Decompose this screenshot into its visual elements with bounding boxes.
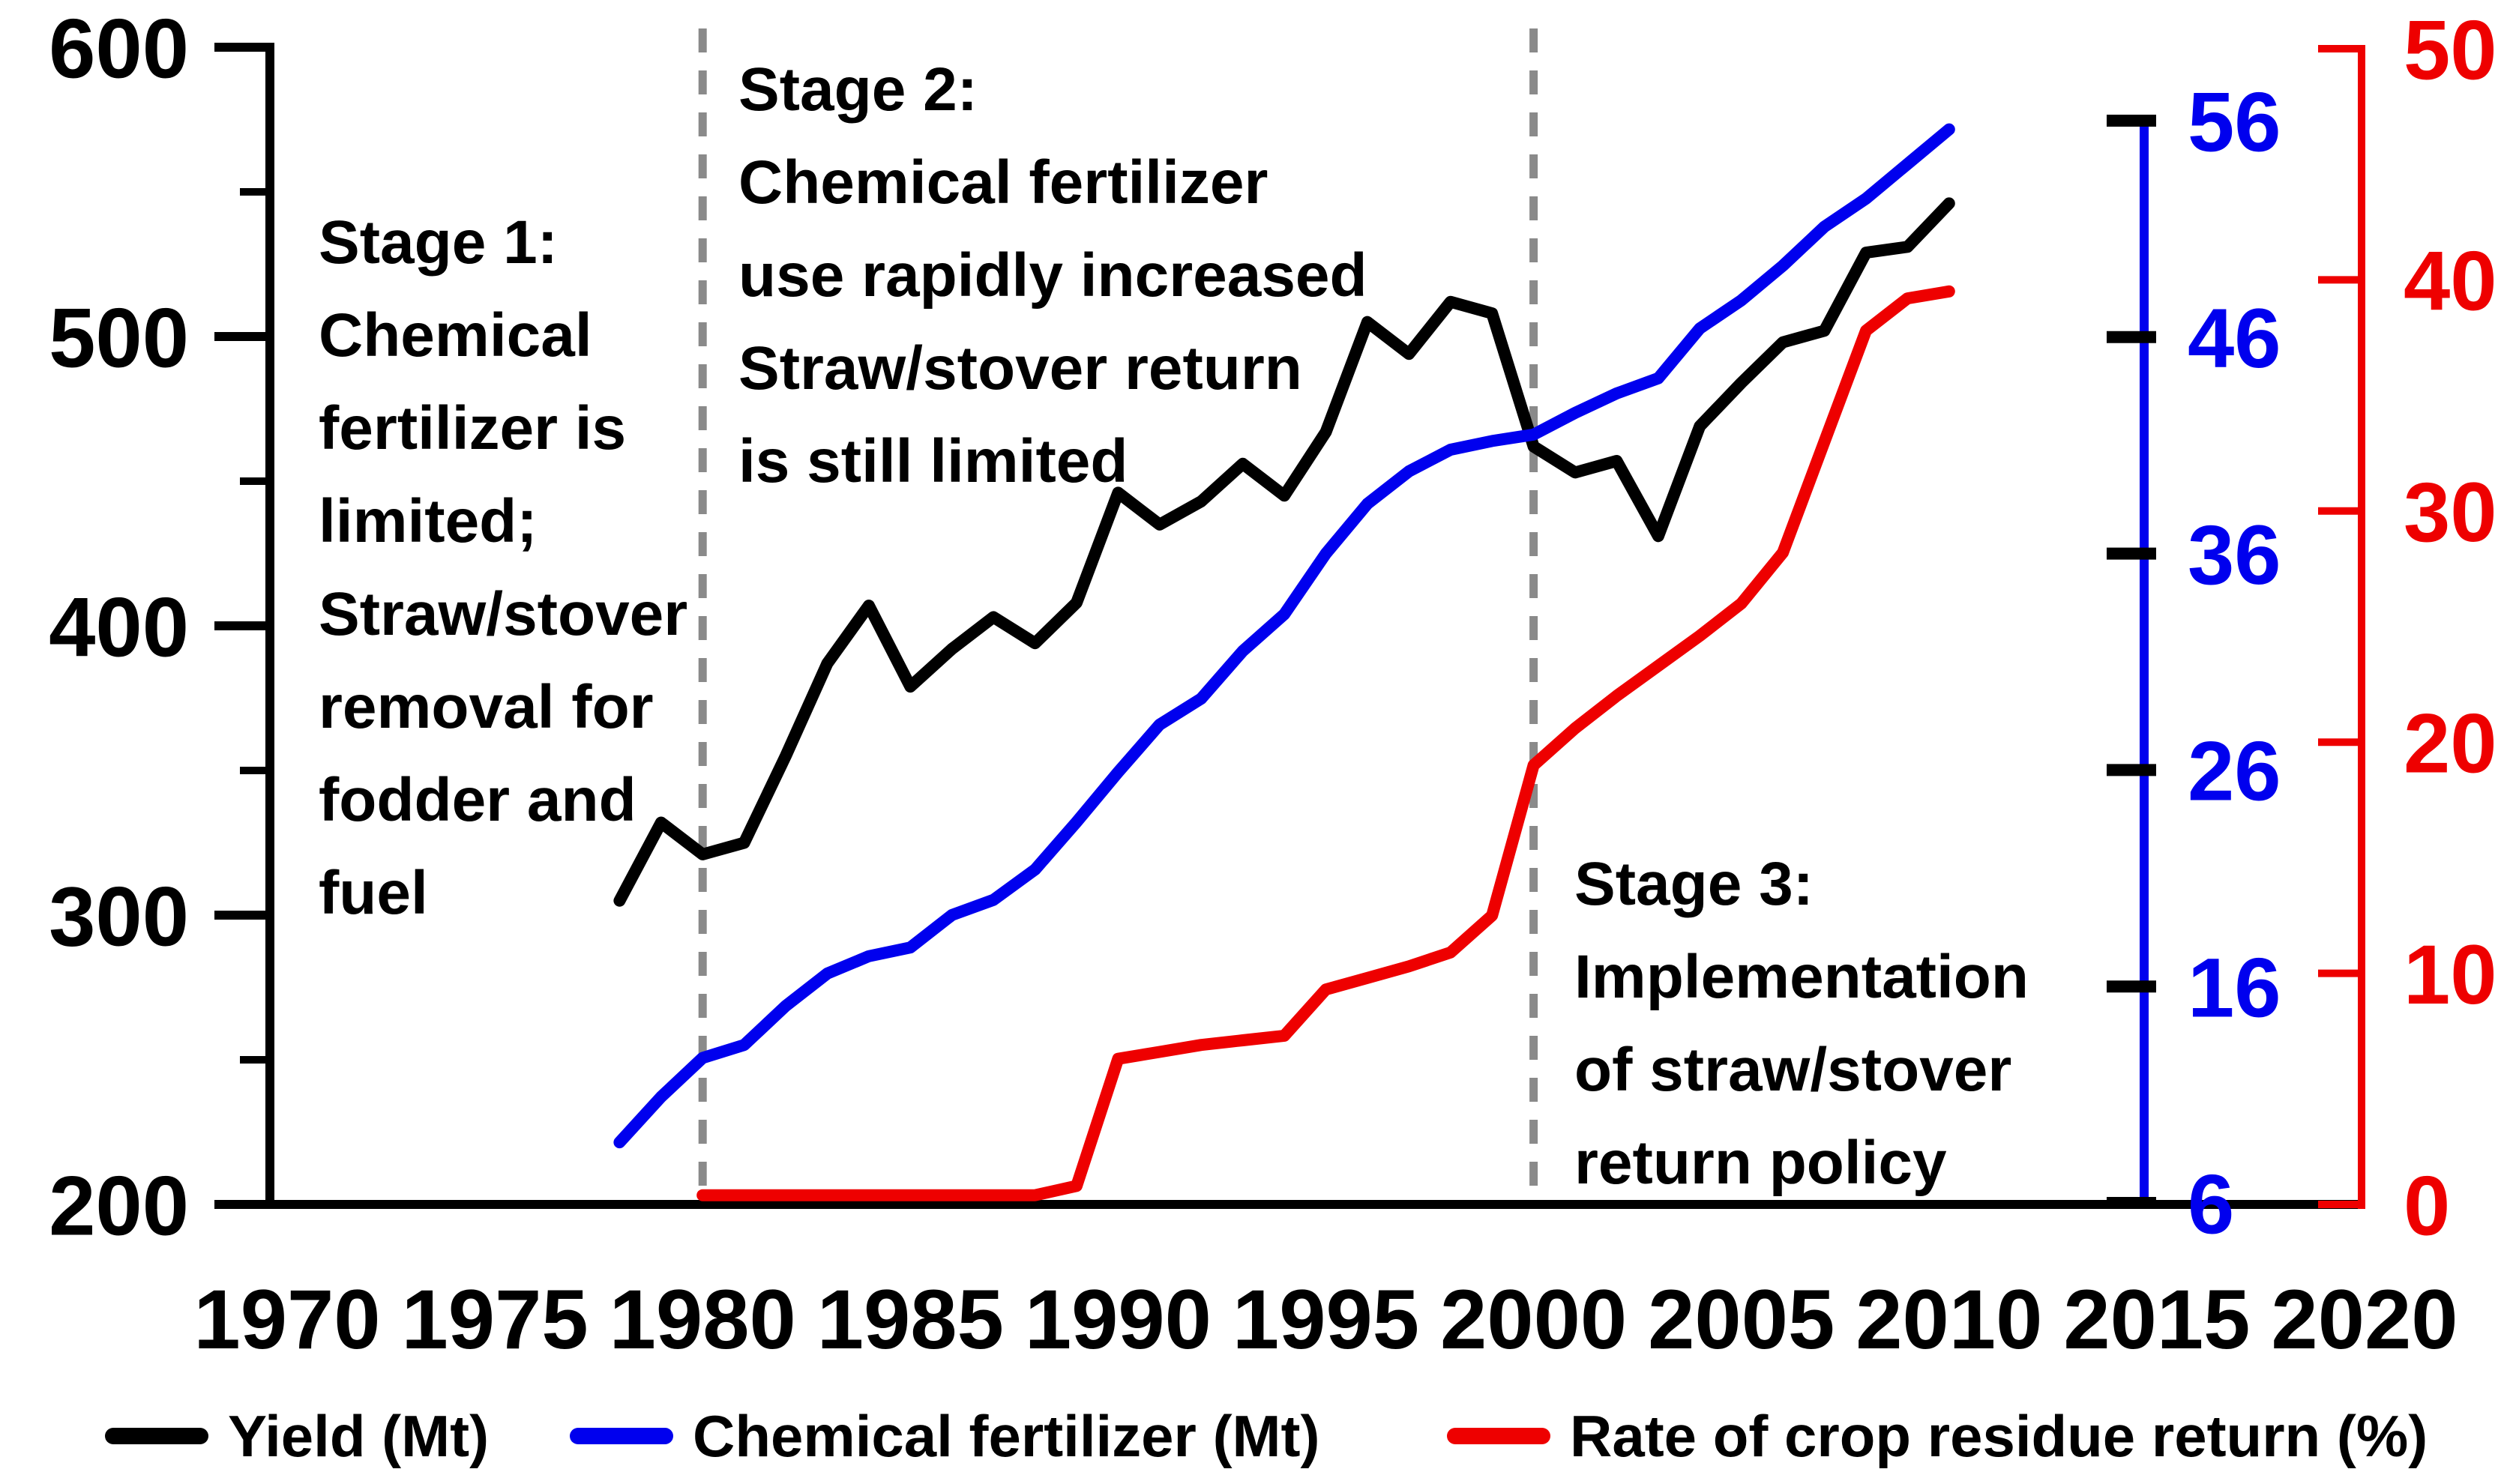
residue-return-line-swatch	[1447, 1428, 1550, 1444]
stage3-line: return policy	[1574, 1129, 1947, 1197]
stage1-annotation: Stage 1: Chemical fertilizer is limited;…	[319, 196, 687, 940]
stage1-line: fodder and	[319, 766, 636, 834]
stage1-line: removal for	[319, 673, 654, 741]
legend-item-yield: Yield (Mt)	[105, 1388, 489, 1484]
y-axis-left-tick-label: 400	[49, 580, 189, 674]
x-axis-tick-label: 2020	[2271, 1273, 2458, 1366]
y-axis-left-tick-label: 500	[49, 291, 189, 384]
stage1-line: fuel	[319, 859, 428, 927]
series-line-chemical-fertilizer	[613, 123, 1955, 1149]
stage1-line: fertilizer is	[319, 394, 627, 462]
y-axis-left-tick-label: 300	[49, 869, 189, 963]
legend-item-fertilizer: Chemical fertilizer (Mt)	[570, 1388, 1319, 1484]
x-axis-tick-label: 1970	[193, 1273, 380, 1366]
y-axis-red-tick-label: 40	[2404, 235, 2497, 328]
y-axis-blue-tick-label: 46	[2188, 292, 2281, 385]
stage2-line: use rapidly increased	[738, 241, 1367, 310]
legend: Yield (Mt) Chemical fertilizer (Mt) Rate…	[0, 1388, 2519, 1484]
stage3-line: of straw/stover	[1574, 1036, 2012, 1104]
y-axis-blue-tick-label: 36	[2188, 508, 2281, 602]
stage1-line: limited;	[319, 487, 538, 555]
y-axis-blue-tick-label: 6	[2188, 1157, 2234, 1251]
stage2-line: is still limited	[738, 427, 1128, 495]
stage1-line: Straw/stover	[319, 580, 688, 648]
stage2-line: Chemical fertilizer	[738, 148, 1268, 217]
stage2-line: Stage 2:	[738, 55, 978, 124]
y-axis-blue-tick-label: 16	[2188, 941, 2281, 1035]
x-axis-tick-label: 2000	[1440, 1273, 1627, 1366]
stage2-line: Straw/stover return	[738, 334, 1302, 402]
stage3-annotation: Stage 3: Implementation of straw/stover …	[1574, 838, 2029, 1210]
stage2-annotation: Stage 2: Chemical fertilizer use rapidly…	[738, 43, 1367, 508]
x-axis-tick-label: 2005	[1648, 1273, 1835, 1366]
fertilizer-line-swatch	[570, 1428, 673, 1444]
legend-item-residue-return: Rate of crop residue return (%)	[1447, 1388, 2428, 1484]
stage3-line: Implementation	[1574, 943, 2029, 1011]
x-axis-tick-label: 1985	[817, 1273, 1004, 1366]
y-axis-red-tick-label: 30	[2404, 465, 2497, 559]
y-axis-red-tick-label: 10	[2404, 928, 2497, 1022]
legend-label: Rate of crop residue return (%)	[1570, 1402, 2428, 1469]
stage3-line: Stage 3:	[1574, 850, 1814, 918]
y-axis-blue-tick-label: 56	[2188, 75, 2281, 169]
yield-line-swatch	[105, 1428, 208, 1444]
x-axis-tick-label: 2010	[1856, 1273, 2042, 1366]
legend-label: Chemical fertilizer (Mt)	[693, 1402, 1320, 1469]
stage1-line: Stage 1:	[319, 208, 558, 277]
stage1-line: Chemical	[319, 301, 592, 370]
y-axis-red-tick-label: 50	[2404, 3, 2497, 97]
y-axis-left-tick-label: 600	[49, 1, 189, 95]
x-axis-tick-label: 1990	[1025, 1273, 1212, 1366]
x-axis-tick-label: 2015	[2063, 1273, 2250, 1366]
x-axis-tick-label: 1975	[402, 1273, 589, 1366]
series-line-yield	[613, 197, 1955, 907]
y-axis-red-tick-label: 0	[2404, 1159, 2450, 1252]
legend-label: Yield (Mt)	[228, 1402, 490, 1469]
x-axis-tick-label: 1980	[610, 1273, 796, 1366]
x-axis-tick-label: 1995	[1233, 1273, 1419, 1366]
y-axis-left-tick-label: 200	[49, 1159, 189, 1252]
series-line-residue-return-rate	[696, 285, 1955, 1201]
y-axis-blue-tick-label: 26	[2188, 725, 2281, 818]
y-axis-red-tick-label: 20	[2404, 697, 2497, 791]
